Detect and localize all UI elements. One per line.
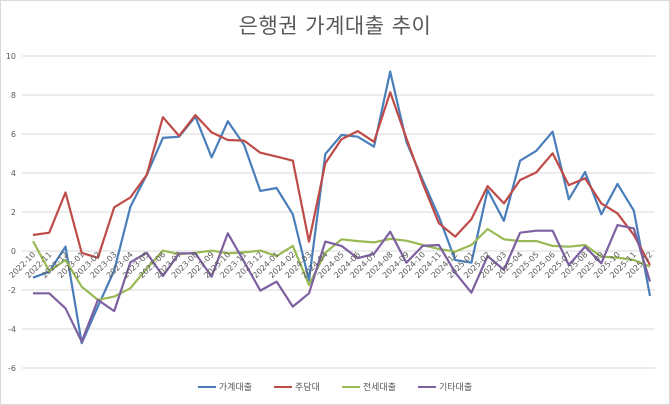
series-line (32, 91, 651, 266)
legend-item-mortgage: 주담대 (274, 380, 320, 393)
legend-swatch-icon (341, 385, 360, 388)
x-axis-ticks: 2022-102022-112022-122023-012023-022023-… (7, 250, 654, 280)
chart-title: 은행권 가계대출 추이 (238, 14, 432, 38)
y-tick-label: -6 (8, 364, 16, 373)
legend-item-other-loans: 기타대출 (417, 380, 473, 393)
y-tick-label: -2 (8, 286, 16, 295)
y-tick-label: -4 (8, 325, 16, 334)
legend-item-jeonse-loans: 전세대출 (341, 380, 396, 393)
y-tick-label: 8 (11, 91, 16, 100)
chart-legend: 가계대출 주담대 전세대출 기타대출 (0, 380, 670, 393)
series-line (32, 227, 651, 301)
y-tick-label: 10 (6, 52, 16, 61)
y-tick-label: 6 (11, 130, 16, 139)
y-tick-label: 0 (11, 247, 16, 256)
legend-label: 가계대출 (218, 383, 253, 393)
gridlines (22, 55, 655, 369)
legend-swatch-icon (274, 385, 293, 388)
series-line (32, 70, 652, 345)
y-tick-label: 4 (11, 169, 16, 178)
legend-swatch-icon (197, 385, 216, 388)
legend-label: 전세대출 (362, 383, 396, 393)
legend-swatch-icon (417, 385, 436, 388)
y-axis-ticks: 10 8 6 4 2 0 -2 -4 -6 (6, 52, 16, 373)
series-line (33, 224, 652, 343)
series-lines (32, 70, 652, 345)
legend-label: 주담대 (295, 383, 320, 393)
y-tick-label: 2 (11, 208, 16, 217)
legend-item-household-loans: 가계대출 (197, 380, 253, 393)
legend-label: 기타대출 (438, 383, 473, 393)
